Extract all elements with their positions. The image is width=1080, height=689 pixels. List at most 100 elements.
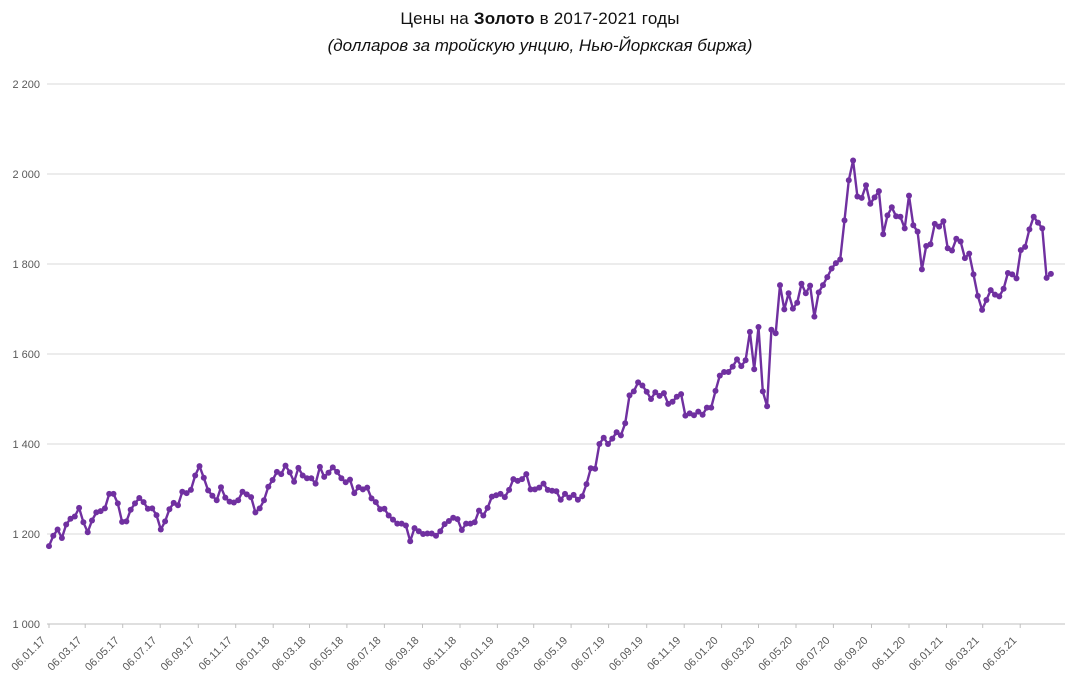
- x-axis-label: 06.05.17: [83, 635, 122, 674]
- data-point-marker: [802, 290, 809, 297]
- data-point-marker: [286, 469, 293, 476]
- data-point-marker: [931, 220, 938, 227]
- data-point-marker: [725, 369, 732, 375]
- data-point-marker: [678, 391, 685, 398]
- data-point-marker: [850, 157, 857, 164]
- data-point-marker: [205, 487, 212, 494]
- data-point-marker: [454, 516, 461, 523]
- data-point-marker: [394, 520, 401, 527]
- data-point-marker: [338, 475, 345, 482]
- data-point-marker: [46, 543, 52, 550]
- y-axis-label: 1 200: [12, 529, 40, 541]
- data-point-marker: [781, 306, 788, 313]
- data-point-marker: [596, 441, 603, 447]
- data-point-marker: [777, 282, 783, 289]
- data-point-marker: [536, 484, 543, 491]
- data-point-marker: [196, 463, 203, 470]
- data-point-marker: [291, 478, 298, 485]
- data-point-marker: [1026, 226, 1033, 233]
- data-point-marker: [308, 475, 315, 482]
- data-point-marker: [114, 500, 121, 507]
- data-point-marker: [523, 471, 530, 478]
- data-point-marker: [699, 411, 706, 418]
- x-axis-label: 06.01.17: [9, 635, 48, 674]
- x-axis-label: 06.09.19: [607, 635, 646, 674]
- data-point-marker: [89, 517, 95, 524]
- data-point-marker: [888, 204, 895, 211]
- x-axis-label: 06.09.17: [159, 635, 198, 674]
- data-point-marker: [940, 218, 947, 225]
- data-point-marker: [50, 532, 57, 539]
- data-point-marker: [58, 535, 65, 541]
- x-axis-label: 06.07.17: [121, 635, 160, 674]
- data-point-marker: [695, 408, 702, 415]
- data-point-marker: [157, 526, 164, 533]
- data-point-marker: [1013, 275, 1020, 282]
- x-axis-label: 06.11.19: [645, 635, 683, 673]
- chart-subtitle: (долларов за тройскую унцию, Нью-Йоркска…: [327, 36, 753, 55]
- data-point-marker: [613, 429, 620, 436]
- data-point-marker: [63, 521, 70, 528]
- data-point-marker: [820, 282, 826, 289]
- x-axis-label: 06.11.18: [421, 635, 459, 673]
- data-point-marker: [600, 434, 607, 441]
- data-point-marker: [957, 238, 964, 245]
- y-axis-label: 2 000: [12, 169, 40, 181]
- data-point-marker: [540, 480, 547, 487]
- data-point-marker: [742, 357, 749, 364]
- data-point-marker: [605, 441, 611, 447]
- data-point-marker: [519, 476, 525, 483]
- data-point-marker: [884, 212, 891, 219]
- data-point-marker: [243, 491, 250, 498]
- data-point-marker: [269, 477, 276, 483]
- data-point-marker: [458, 527, 465, 533]
- data-point-marker: [1035, 219, 1041, 226]
- data-point-marker: [471, 519, 478, 526]
- data-point-marker: [785, 290, 792, 297]
- data-point-marker: [368, 495, 375, 502]
- data-point-marker: [635, 379, 642, 386]
- data-point-marker: [987, 287, 994, 294]
- data-point-marker: [463, 520, 470, 527]
- data-point-marker: [411, 525, 418, 532]
- data-point-marker: [630, 388, 637, 395]
- data-point-marker: [304, 475, 310, 482]
- data-point-marker: [222, 494, 229, 501]
- chart-title-prefix: Цены на: [400, 9, 474, 28]
- data-point-marker: [691, 412, 697, 419]
- x-axis-label: 06.07.20: [794, 635, 833, 674]
- data-point-marker: [248, 494, 255, 501]
- data-point-marker: [626, 392, 633, 399]
- data-point-marker: [162, 518, 169, 525]
- data-point-marker: [570, 491, 577, 498]
- x-axis-label: 06.01.20: [682, 635, 721, 674]
- data-point-marker: [149, 505, 156, 512]
- data-point-marker: [501, 494, 508, 501]
- data-point-marker: [321, 473, 328, 480]
- x-axis-label: 06.11.17: [197, 635, 235, 673]
- data-point-marker: [153, 512, 160, 519]
- data-point-marker: [828, 265, 835, 272]
- data-point-marker: [140, 499, 147, 506]
- data-point-marker: [914, 228, 921, 235]
- y-axis-label: 1 400: [12, 439, 40, 451]
- data-point-marker: [282, 462, 289, 469]
- data-point-marker: [660, 390, 667, 397]
- data-point-marker: [901, 225, 908, 232]
- data-point-marker: [175, 502, 181, 509]
- data-point-marker: [648, 396, 654, 402]
- data-point-marker: [811, 313, 818, 320]
- x-axis-label: 06.03.18: [270, 635, 309, 674]
- data-point-marker: [123, 518, 130, 525]
- data-point-marker: [880, 231, 887, 238]
- data-point-marker: [1030, 213, 1037, 220]
- data-point-marker: [252, 509, 259, 516]
- data-point-marker: [265, 483, 272, 490]
- data-point-marker: [183, 490, 190, 497]
- data-point-marker: [807, 282, 814, 289]
- x-axis-label: 06.05.20: [756, 635, 795, 674]
- x-axis-label: 06.01.21: [907, 635, 946, 674]
- data-point-marker: [97, 508, 104, 515]
- chart-title: Цены на Золото в 2017-2021 годы: [0, 9, 1080, 29]
